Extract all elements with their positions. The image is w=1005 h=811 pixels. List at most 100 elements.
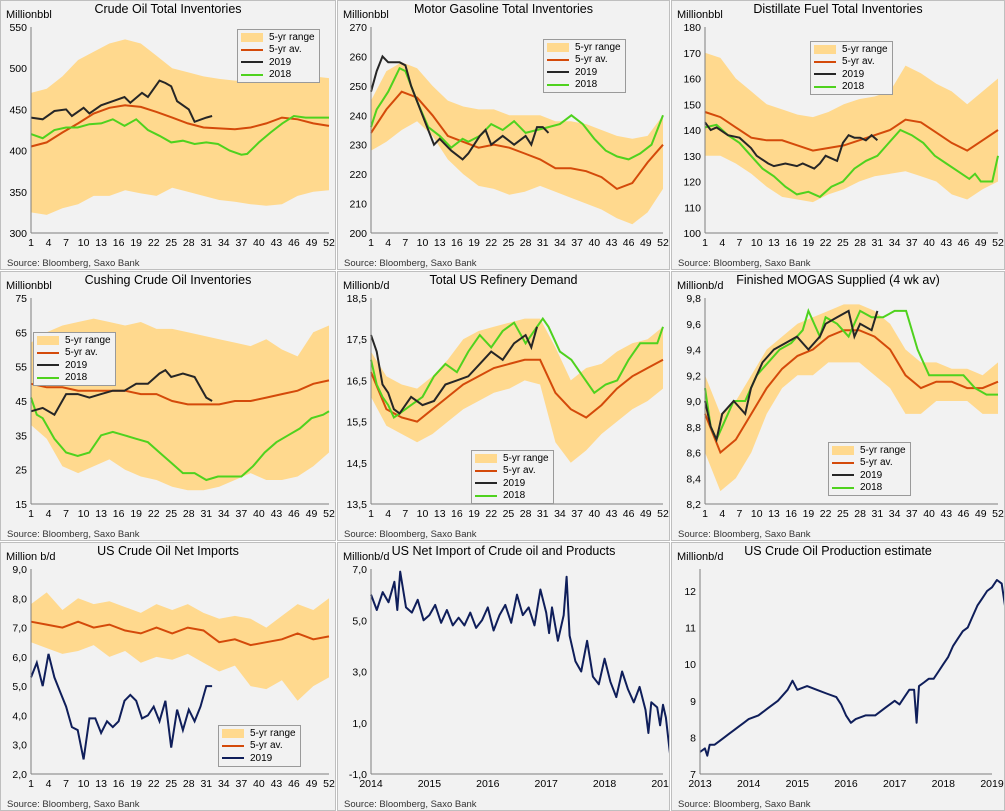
x-tick-label: 2017 <box>883 778 907 790</box>
chart-title: Finished MOGAS Supplied (4 wk av) <box>736 273 940 287</box>
y-tick-label: 220 <box>349 169 367 181</box>
x-tick-label: 2013 <box>688 778 712 790</box>
chart-panel-crude-net-imports: 9,0 8,0 7,0 6,0 5,0 4,0 3,0 2,0 1 4 7 10 13 16 19 22 25 2… <box>0 542 336 811</box>
x-tick-label: 19 <box>803 508 815 520</box>
legend-label: 2018 <box>503 490 526 502</box>
x-tick-label: 31 <box>200 778 212 790</box>
y-tick-label: 13,5 <box>347 499 368 511</box>
legend-swatch <box>37 351 59 354</box>
five-year-average-line <box>30 104 330 148</box>
chart-legend: 5-yr range 5-yr av. 2019 2018 <box>237 29 320 83</box>
legend-swatch <box>37 376 59 379</box>
chart-legend: 5-yr range 5-yr av. 2019 2018 <box>33 332 116 386</box>
five-year-range-band <box>31 39 329 215</box>
legend-swatch <box>37 335 59 345</box>
legend-swatch <box>222 728 244 738</box>
x-tick-label: 28 <box>183 508 195 520</box>
x-tick-label: 25 <box>503 508 515 520</box>
y-axis-unit: Millionbbl <box>6 280 52 292</box>
x-tick-label: 7 <box>737 508 743 520</box>
series-2019-line <box>370 326 538 415</box>
x-tick-label: 19 <box>130 778 142 790</box>
x-tick-label: 2014 <box>737 778 761 790</box>
x-tick-label: 13 <box>434 237 446 249</box>
y-tick-label: 16,5 <box>347 375 368 387</box>
source-note: Source: Bloomberg, Saxo Bank <box>7 258 140 269</box>
x-tick-label: 13 <box>434 508 446 520</box>
x-tick-label: 25 <box>503 237 515 249</box>
chart-legend: 5-yr range 5-yr av. 2019 <box>218 725 301 767</box>
y-axis-unit: Millionbbl <box>6 9 52 21</box>
legend-entry: 2018 <box>547 79 621 92</box>
chart-title: US Crude Oil Production estimate <box>744 544 932 558</box>
x-tick-label: 10 <box>751 508 763 520</box>
x-tick-label: 49 <box>975 508 987 520</box>
x-tick-label: 46 <box>623 508 635 520</box>
legend-label: 5-yr av. <box>575 54 608 66</box>
y-axis-unit: Millionb/d <box>343 551 390 563</box>
legend-entry: 5-yr range <box>241 31 315 44</box>
chart-svg: 9,0 8,0 7,0 6,0 5,0 4,0 3,0 2,01 4 7 10 13 16 19 22 25 2… <box>12 564 335 790</box>
y-tick-label: 230 <box>349 140 367 152</box>
x-tick-label: 10 <box>751 237 763 249</box>
legend-swatch <box>241 48 263 51</box>
x-tick-label: 49 <box>306 237 318 249</box>
x-tick-label: 2017 <box>535 778 559 790</box>
y-axis-unit: Millionbbl <box>677 9 723 21</box>
legend-entry: 2018 <box>475 490 549 503</box>
y-axis-unit: Millionbbl <box>343 9 389 21</box>
x-tick-label: 13 <box>95 778 107 790</box>
x-tick-label: 34 <box>218 508 230 520</box>
series-2019-line <box>30 368 213 417</box>
y-tick-label: 9,0 <box>686 396 701 408</box>
chart-svg: 75 65 55 45 35 25 151 4 7 10 13 16 19 22 25 28 31 34 37 40 4… <box>15 293 335 520</box>
legend-swatch <box>475 482 497 485</box>
x-tick-label: 37 <box>236 508 248 520</box>
chart-title: US Net Import of Crude oil and Products <box>391 544 616 558</box>
x-tick-label: 22 <box>820 237 832 249</box>
legend-entry: 5-yr range <box>547 41 621 54</box>
x-tick-label: 52 <box>323 778 335 790</box>
y-tick-label: 12 <box>684 586 696 598</box>
x-tick-label: 43 <box>271 778 283 790</box>
legend-entry: 2019 <box>475 477 549 490</box>
x-tick-label: 19 <box>468 508 480 520</box>
x-tick-label: 40 <box>588 508 600 520</box>
x-tick-label: 28 <box>854 237 866 249</box>
legend-swatch <box>241 73 263 76</box>
chart-panel-refinery-demand: 18,5 17,5 16,5 15,5 14,5 13,5 1 4 7 10 13 16 19 22 25 2… <box>337 271 670 541</box>
x-tick-label: 28 <box>183 237 195 249</box>
x-tick-label: 40 <box>588 237 600 249</box>
x-tick-label: 28 <box>854 508 866 520</box>
y-tick-label: 550 <box>9 22 27 34</box>
x-tick-label: 46 <box>288 778 300 790</box>
x-tick-label: 46 <box>958 237 970 249</box>
y-tick-label: 9,2 <box>686 370 701 382</box>
source-note: Source: Bloomberg, Saxo Bank <box>7 799 140 810</box>
x-tick-label: 37 <box>906 508 918 520</box>
legend-label: 5-yr range <box>503 452 549 464</box>
x-tick-label: 31 <box>872 508 884 520</box>
legend-label: 2019 <box>269 56 292 68</box>
x-tick-label: 4 <box>46 237 52 249</box>
y-tick-label: 55 <box>15 362 27 374</box>
x-tick-label: 2019 <box>651 778 670 790</box>
x-tick-label: 2019 <box>980 778 1004 790</box>
legend-entry: 5-yr range <box>814 43 888 56</box>
x-tick-label: 46 <box>288 508 300 520</box>
x-tick-label: 22 <box>485 237 497 249</box>
x-tick-label: 40 <box>253 778 265 790</box>
y-tick-label: 75 <box>15 293 27 305</box>
legend-label: 5-yr av. <box>250 740 283 752</box>
x-tick-label: 40 <box>923 237 935 249</box>
y-tick-label: 7,0 <box>12 623 27 635</box>
x-tick-label: 7 <box>63 508 69 520</box>
legend-entry: 2018 <box>832 482 906 495</box>
x-tick-label: 25 <box>165 237 177 249</box>
x-tick-label: 4 <box>385 508 391 520</box>
legend-entry: 5-yr range <box>475 452 549 465</box>
x-tick-label: 34 <box>554 237 566 249</box>
five-year-average-line <box>30 379 330 406</box>
